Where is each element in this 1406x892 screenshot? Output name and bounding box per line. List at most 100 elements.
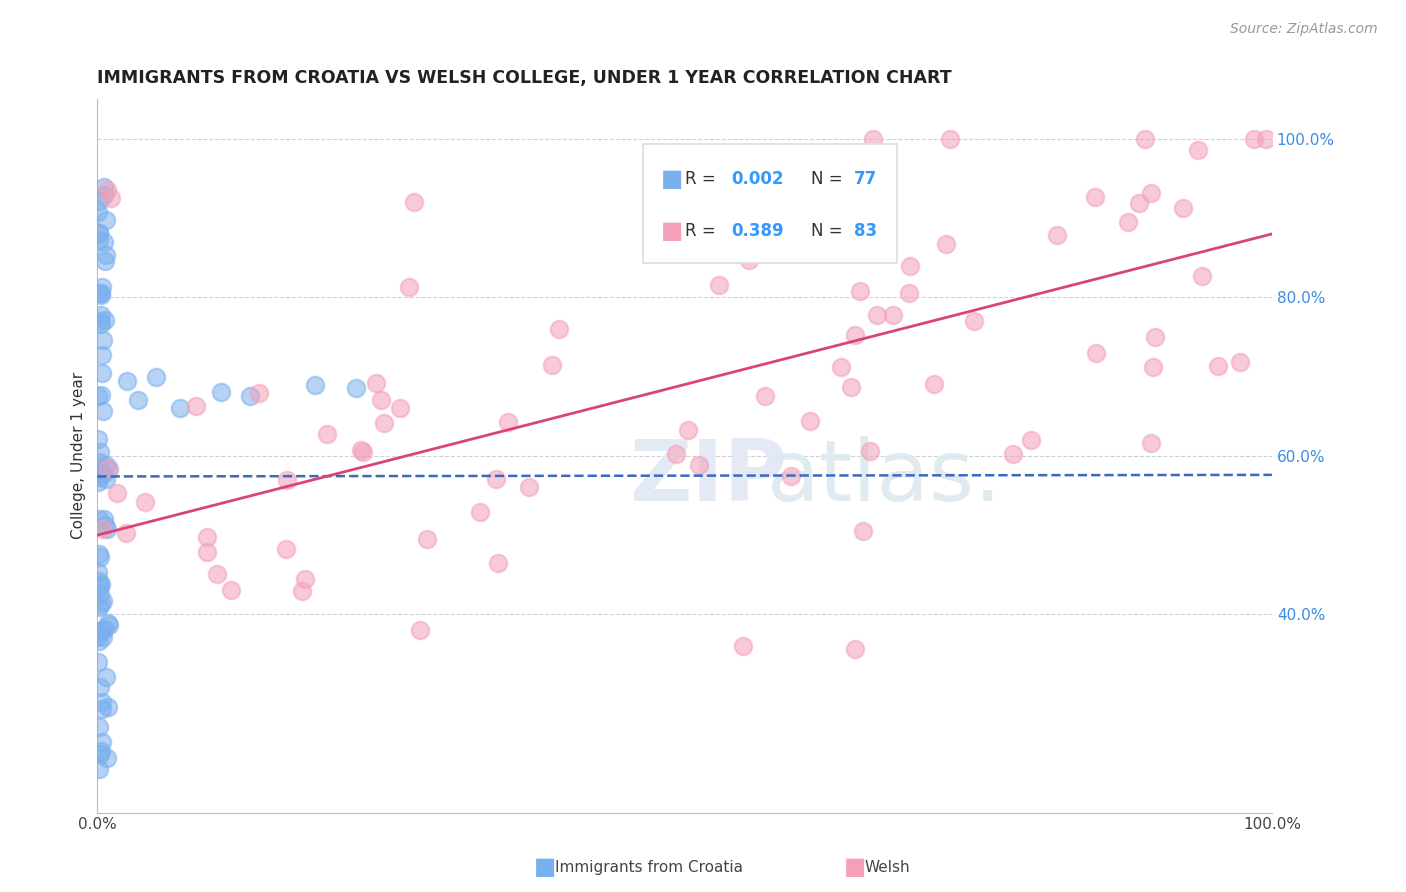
Point (1084, 190, 1107, 204)
Point (963, 314, 986, 328)
Point (1116, 215, 1139, 229)
Point (100, 191, 122, 205)
Point (89, 720, 111, 734)
Text: ZIP: ZIP (630, 436, 787, 519)
Point (294, 572, 316, 586)
Point (754, 389, 776, 403)
Point (291, 584, 314, 599)
Point (87, 512, 110, 526)
Text: ■: ■ (661, 219, 683, 243)
Text: 0.002: 0.002 (731, 170, 783, 188)
Point (89, 470, 111, 484)
Point (1206, 359, 1229, 374)
Point (97, 617, 120, 632)
Point (87, 475, 110, 489)
Point (852, 524, 875, 539)
Point (96, 183, 118, 197)
Point (89, 226, 111, 240)
Point (91, 630, 114, 644)
Point (90, 744, 112, 758)
Point (935, 236, 957, 251)
Point (87, 655, 110, 669)
Point (89, 547, 111, 561)
Text: N =: N = (811, 170, 848, 188)
Point (1140, 186, 1163, 200)
Point (219, 583, 242, 598)
Point (89, 194, 111, 208)
Point (1133, 132, 1156, 146)
Point (409, 624, 432, 638)
Point (93, 403, 115, 417)
Point (882, 308, 904, 322)
Point (827, 240, 849, 254)
Point (738, 252, 761, 267)
Text: atlas.: atlas. (766, 436, 1002, 519)
Point (866, 308, 889, 322)
Point (87, 205, 110, 219)
Point (94, 313, 117, 327)
Point (91, 624, 114, 638)
Point (97, 616, 120, 631)
Point (87, 227, 110, 241)
Text: Source: ZipAtlas.com: Source: ZipAtlas.com (1230, 22, 1378, 37)
Point (87, 565, 110, 579)
Point (344, 382, 367, 396)
Point (91, 333, 114, 347)
Point (352, 445, 374, 459)
Point (1173, 201, 1195, 215)
Point (1046, 227, 1069, 242)
Point (89, 680, 111, 694)
Point (517, 479, 540, 493)
Text: N =: N = (811, 222, 848, 240)
Point (134, 495, 156, 509)
Point (763, 234, 786, 248)
Point (90, 348, 112, 362)
Point (841, 379, 863, 393)
Point (127, 393, 149, 408)
Point (247, 386, 270, 401)
Point (91, 735, 114, 749)
Point (1229, 355, 1251, 369)
Point (94, 248, 117, 262)
Point (898, 260, 921, 274)
Point (862, 132, 884, 146)
Point (90, 597, 112, 611)
Point (91, 593, 114, 607)
Text: ■: ■ (661, 167, 683, 191)
Point (96, 751, 118, 765)
Y-axis label: College, Under 1 year: College, Under 1 year (72, 372, 86, 540)
Point (830, 359, 852, 374)
Point (1143, 330, 1166, 344)
Point (540, 359, 562, 373)
Point (93, 512, 115, 526)
Point (89, 747, 111, 762)
Point (496, 415, 519, 429)
Point (87, 389, 110, 403)
Point (90, 308, 112, 322)
Point (548, 322, 571, 336)
Point (731, 159, 754, 173)
Point (209, 385, 232, 400)
Point (93, 235, 115, 250)
Point (145, 369, 167, 384)
Point (97, 700, 120, 714)
Point (91, 367, 114, 381)
Point (93, 254, 115, 268)
Text: IMMIGRANTS FROM CROATIA VS WELSH COLLEGE, UNDER 1 YEAR CORRELATION CHART: IMMIGRANTS FROM CROATIA VS WELSH COLLEGE… (97, 69, 952, 87)
Point (87, 455, 110, 469)
Point (89, 579, 111, 593)
Point (1254, 132, 1277, 146)
Point (1187, 143, 1209, 157)
Point (186, 399, 208, 413)
Point (91, 279, 114, 293)
Point (90, 695, 112, 709)
Point (1140, 435, 1163, 450)
Point (169, 401, 191, 416)
Point (90, 285, 112, 300)
Text: ■: ■ (534, 855, 557, 879)
Point (844, 642, 866, 657)
Point (90, 702, 112, 716)
Point (799, 413, 821, 427)
Point (94, 670, 117, 684)
Point (94, 517, 117, 532)
